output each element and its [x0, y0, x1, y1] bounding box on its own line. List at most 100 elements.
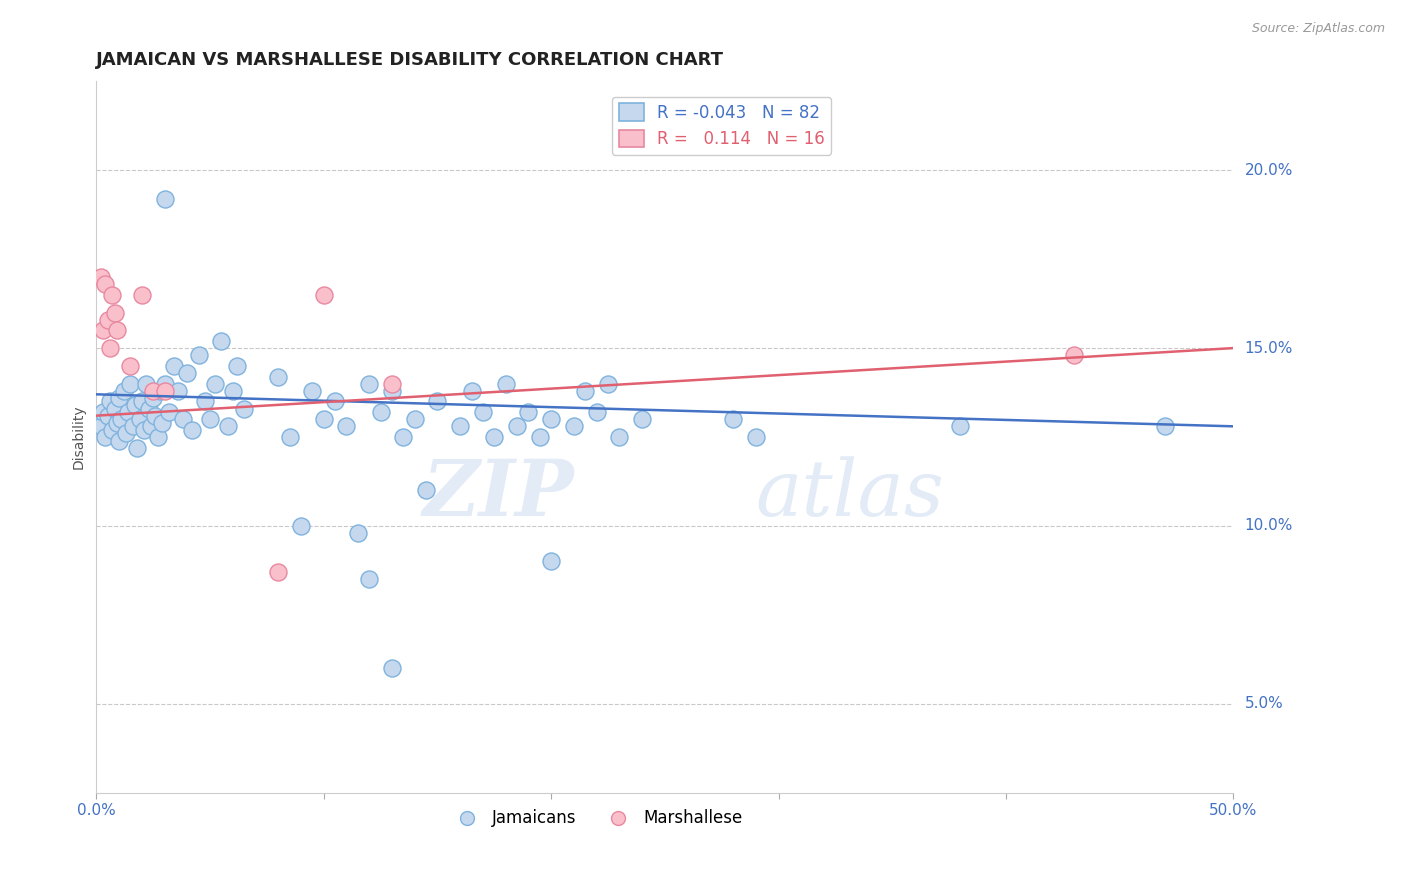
Point — [721, 412, 744, 426]
Point — [167, 384, 190, 398]
Point — [495, 376, 517, 391]
Point — [149, 384, 172, 398]
Point — [392, 430, 415, 444]
Text: ZIP: ZIP — [422, 456, 574, 533]
Point — [745, 430, 768, 444]
Point — [187, 348, 209, 362]
Point — [540, 412, 562, 426]
Point — [101, 423, 124, 437]
Point — [121, 419, 143, 434]
Point — [381, 661, 404, 675]
Point — [103, 305, 125, 319]
Point — [574, 384, 596, 398]
Text: 20.0%: 20.0% — [1244, 162, 1294, 178]
Text: Source: ZipAtlas.com: Source: ZipAtlas.com — [1251, 22, 1385, 36]
Point — [131, 287, 153, 301]
Point — [609, 430, 631, 444]
Point — [529, 430, 551, 444]
Point — [94, 277, 117, 291]
Legend: Jamaicans, Marshallese: Jamaicans, Marshallese — [444, 803, 749, 834]
Point — [267, 369, 290, 384]
Point — [370, 405, 392, 419]
Point — [347, 526, 370, 541]
Text: atlas: atlas — [756, 456, 945, 532]
Point — [585, 405, 607, 419]
Point — [198, 412, 221, 426]
Point — [153, 384, 176, 398]
Point — [290, 519, 312, 533]
Point — [204, 376, 226, 391]
Point — [108, 391, 131, 405]
Point — [404, 412, 426, 426]
Point — [138, 401, 160, 416]
Point — [127, 441, 149, 455]
Point — [506, 419, 529, 434]
Point — [153, 376, 176, 391]
Point — [460, 384, 482, 398]
Point — [98, 394, 121, 409]
Text: 5.0%: 5.0% — [1244, 697, 1284, 711]
Point — [312, 412, 335, 426]
Point — [631, 412, 654, 426]
Point — [97, 409, 120, 423]
Point — [139, 419, 162, 434]
Point — [128, 412, 150, 426]
Point — [471, 405, 494, 419]
Point — [108, 434, 131, 448]
Point — [267, 565, 290, 579]
Point — [194, 394, 217, 409]
Point — [98, 341, 121, 355]
Point — [217, 419, 239, 434]
Y-axis label: Disability: Disability — [72, 405, 86, 469]
Point — [484, 430, 506, 444]
Point — [142, 391, 165, 405]
Point — [91, 405, 114, 419]
Point — [335, 419, 357, 434]
Point — [381, 384, 404, 398]
Point — [163, 359, 186, 373]
Point — [90, 419, 112, 434]
Point — [323, 394, 346, 409]
Point — [949, 419, 972, 434]
Point — [124, 398, 146, 412]
Point — [301, 384, 323, 398]
Point — [150, 416, 173, 430]
Point — [105, 416, 128, 430]
Point — [312, 287, 335, 301]
Point — [146, 430, 169, 444]
Point — [157, 405, 180, 419]
Point — [415, 483, 437, 498]
Point — [596, 376, 619, 391]
Point — [87, 412, 110, 426]
Point — [110, 412, 132, 426]
Point — [142, 384, 165, 398]
Point — [145, 409, 167, 423]
Point — [176, 366, 198, 380]
Text: 15.0%: 15.0% — [1244, 341, 1294, 356]
Point — [180, 423, 202, 437]
Point — [209, 334, 232, 348]
Text: 10.0%: 10.0% — [1244, 518, 1294, 533]
Point — [101, 287, 124, 301]
Point — [91, 323, 114, 337]
Point — [117, 405, 139, 419]
Point — [131, 394, 153, 409]
Point — [120, 376, 142, 391]
Point — [103, 401, 125, 416]
Point — [112, 384, 135, 398]
Point — [135, 376, 157, 391]
Point — [517, 405, 540, 419]
Point — [132, 423, 155, 437]
Point — [278, 430, 301, 444]
Point — [94, 430, 117, 444]
Point — [105, 323, 128, 337]
Point — [426, 394, 449, 409]
Point — [359, 376, 381, 391]
Point — [115, 426, 138, 441]
Point — [153, 192, 176, 206]
Point — [97, 312, 120, 326]
Point — [1063, 348, 1085, 362]
Point — [381, 376, 404, 391]
Point — [172, 412, 194, 426]
Point — [222, 384, 245, 398]
